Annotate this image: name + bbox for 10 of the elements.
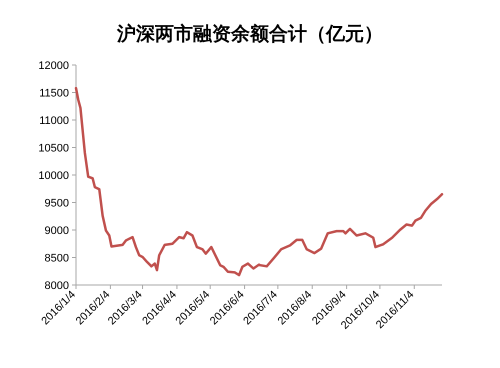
y-tick-label: 9000: [44, 225, 69, 237]
y-tick-label: 10500: [38, 142, 69, 154]
y-tick-label: 10000: [38, 170, 69, 182]
y-tick-label: 8500: [44, 252, 69, 264]
y-tick-label: 11500: [39, 88, 69, 100]
y-tick-label: 9500: [44, 198, 69, 210]
y-tick-label: 8000: [44, 280, 69, 292]
y-tick-label: 12000: [38, 60, 69, 72]
title: 沪深两市融资余额合计（亿元）: [117, 24, 383, 45]
y-tick-label: 11000: [39, 115, 69, 127]
